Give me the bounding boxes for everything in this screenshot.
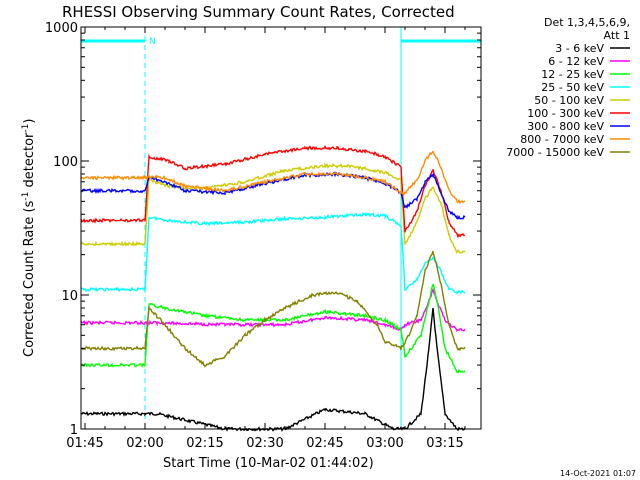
night-marker: N xyxy=(149,37,156,47)
series-line-7 xyxy=(80,150,466,205)
legend-label-4: 50 - 100 keV xyxy=(534,94,604,107)
y-axis-label: Corrected Count Rate (s-1 detector-1) xyxy=(21,119,37,357)
series-lines xyxy=(80,145,466,432)
series-line-2 xyxy=(80,283,466,374)
y-tick-label-2: 100 xyxy=(53,155,78,170)
legend-label-6: 300 - 800 keV xyxy=(527,120,604,133)
chart-title: RHESSI Observing Summary Count Rates, Co… xyxy=(62,3,455,21)
y-axis-label-sup1: -1 xyxy=(21,192,31,201)
y-axis-label-sup2: -1 xyxy=(21,124,31,133)
series-line-3 xyxy=(80,211,466,295)
legend-header-1: Det 1,3,4,5,6,9, xyxy=(544,16,630,29)
x-tick-label-3: 02:30 xyxy=(246,436,283,451)
y-axis-label-mid: detector xyxy=(22,132,37,192)
legend-label-1: 6 - 12 keV xyxy=(548,55,604,68)
legend-label-8: 7000 - 15000 keV xyxy=(506,146,604,159)
series-line-8 xyxy=(80,250,466,368)
date-stamp: 14-Oct-2021 01:07 xyxy=(560,469,636,478)
legend-label-3: 25 - 50 keV xyxy=(541,81,604,94)
eclipse-intervals xyxy=(80,27,482,429)
x-tick-label-5: 03:00 xyxy=(366,436,403,451)
y-tick-label-0: 1 xyxy=(70,423,78,438)
y-axis-label-end: ) xyxy=(22,119,37,124)
y-tick-label-1: 10 xyxy=(61,289,78,304)
x-tick-label-0: 01:45 xyxy=(66,436,103,451)
y-axis-ticks: 1 10 100 1000 xyxy=(45,21,481,438)
legend-label-5: 100 - 300 keV xyxy=(527,107,604,120)
series-line-1 xyxy=(80,288,466,333)
x-tick-label-4: 02:45 xyxy=(306,436,343,451)
legend-label-7: 800 - 7000 keV xyxy=(520,133,604,146)
y-tick-label-3: 1000 xyxy=(45,21,78,36)
plot-frame xyxy=(80,26,482,430)
y-axis-label-main: Corrected Count Rate (s xyxy=(22,200,37,357)
x-tick-label-2: 02:15 xyxy=(186,436,223,451)
series-line-5 xyxy=(80,145,466,239)
series-line-4 xyxy=(80,162,466,254)
legend-label-2: 12 - 25 keV xyxy=(541,68,604,81)
x-axis-label: Start Time (10-Mar-02 01:44:02) xyxy=(163,456,374,471)
legend-label-0: 3 - 6 keV xyxy=(555,42,604,55)
x-tick-label-6: 03:15 xyxy=(426,436,463,451)
x-tick-label-1: 02:00 xyxy=(126,436,163,451)
x-axis-ticks: 01:45 02:00 02:15 02:30 02:45 03:00 03:15 xyxy=(66,27,466,451)
series-line-6 xyxy=(80,171,466,220)
legend-header-2: Att 1 xyxy=(604,29,630,42)
series-line-0 xyxy=(80,307,466,432)
